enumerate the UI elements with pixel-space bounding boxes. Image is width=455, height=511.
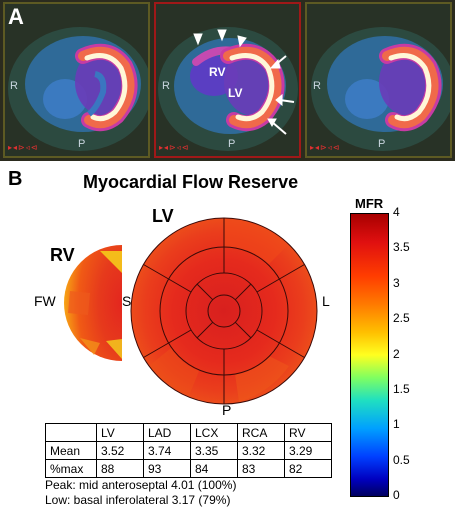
table-header-cell: LV <box>96 423 144 442</box>
colorbar-tick: 3 <box>393 276 400 290</box>
table-header-cell: LCX <box>190 423 238 442</box>
colorbar-tick: 1.5 <box>393 382 410 396</box>
table-cell: 3.35 <box>190 441 238 460</box>
table-cell: 82 <box>284 459 332 478</box>
table-cell: 3.52 <box>96 441 144 460</box>
lv-image-label: LV <box>228 86 243 100</box>
panel-b-title: Myocardial Flow Reserve <box>83 172 299 192</box>
colorbar-tick: 2.5 <box>393 311 410 325</box>
image-frame-3 <box>305 2 452 158</box>
image-frame-2 <box>154 2 301 158</box>
colorbar-tick: 0 <box>393 488 400 502</box>
frame2-p-label: P <box>228 138 236 150</box>
table-header-row: LV LAD LCX RCA RV <box>45 423 332 442</box>
table-cell: 83 <box>237 459 285 478</box>
table-cell: 3.74 <box>143 441 191 460</box>
rv-polar-map <box>64 245 122 361</box>
fw-label: FW <box>34 293 56 309</box>
table-header-cell: RV <box>284 423 332 442</box>
table-cell: 3.29 <box>284 441 332 460</box>
arrowheads-icon <box>193 29 295 135</box>
colorbar-tick: 0.5 <box>393 453 410 467</box>
p-label: P <box>222 402 232 418</box>
lv-label: LV <box>152 206 174 226</box>
image-frame-1 <box>3 2 150 158</box>
panel-b-letter: B <box>8 168 23 190</box>
s-label: S <box>122 293 132 309</box>
table-header-cell: RCA <box>237 423 285 442</box>
frame3-r-label: R <box>313 80 321 92</box>
colorbar <box>350 213 389 497</box>
peak-note: Peak: mid anteroseptal 4.01 (100%) <box>45 478 237 492</box>
frame2-r-label: R <box>162 80 170 92</box>
table-cell: 88 <box>96 459 144 478</box>
colorbar-ticks: 4 3.5 3 2.5 2 1.5 1 0.5 0 <box>393 205 423 505</box>
table-row: Mean 3.52 3.74 3.35 3.32 3.29 <box>45 441 332 460</box>
colorbar-tick: 2 <box>393 347 400 361</box>
frame3-controls-icon[interactable]: ▸◂⊳◃⊲ <box>310 143 341 152</box>
colorbar-tick: 4 <box>393 205 400 219</box>
frame1-r-label: R <box>10 80 18 92</box>
table-cell: %max <box>45 459 97 478</box>
frame1-p-label: P <box>78 138 86 150</box>
colorbar-tick: 1 <box>393 417 400 431</box>
stats-table: LV LAD LCX RCA RV Mean 3.52 3.74 3.35 3.… <box>45 423 332 478</box>
table-row: %max 88 93 84 83 82 <box>45 459 332 478</box>
lv-polar-map <box>130 217 318 405</box>
colorbar-title: MFR <box>355 196 384 211</box>
low-note: Low: basal inferolateral 3.17 (79%) <box>45 493 231 507</box>
frame3-p-label: P <box>378 138 386 150</box>
frame2-controls-icon[interactable]: ▸◂⊳◃⊲ <box>159 143 190 152</box>
panel-a-letter: A <box>8 4 24 29</box>
table-header-cell <box>45 423 97 442</box>
table-header-cell: LAD <box>143 423 191 442</box>
table-cell: 93 <box>143 459 191 478</box>
rv-image-label: RV <box>209 65 226 79</box>
frame1-controls-icon[interactable]: ▸◂⊳◃⊲ <box>8 143 39 152</box>
table-cell: 3.32 <box>237 441 285 460</box>
table-cell: Mean <box>45 441 97 460</box>
colorbar-tick: 3.5 <box>393 240 410 254</box>
l-label: L <box>322 293 330 309</box>
table-cell: 84 <box>190 459 238 478</box>
rv-label: RV <box>50 245 75 265</box>
